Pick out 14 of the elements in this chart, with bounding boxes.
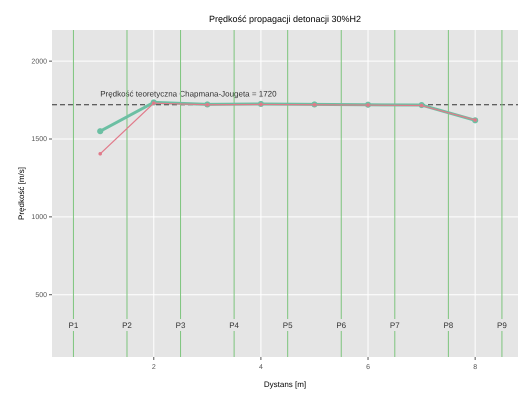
point (98, 152, 102, 156)
ref-line-label: P9 (497, 321, 508, 330)
ref-line-label: P8 (443, 321, 454, 330)
ref-line-label: P2 (122, 321, 132, 330)
chart-title: Prędkość propagacji detonacji 30%H2 (208, 14, 362, 24)
point (97, 128, 104, 134)
ref-line-label: P7 (390, 321, 400, 330)
ref-line-label: P6 (336, 321, 347, 330)
ref-line-label: P3 (176, 321, 186, 330)
ref-line-label: P1 (68, 321, 79, 330)
ref-line-label: P5 (282, 321, 294, 330)
x-axis-title: Dystans [m] (264, 380, 306, 389)
ref-line-label: P4 (229, 321, 240, 330)
y-axis-title: Prędkość [m/s] (17, 167, 26, 220)
